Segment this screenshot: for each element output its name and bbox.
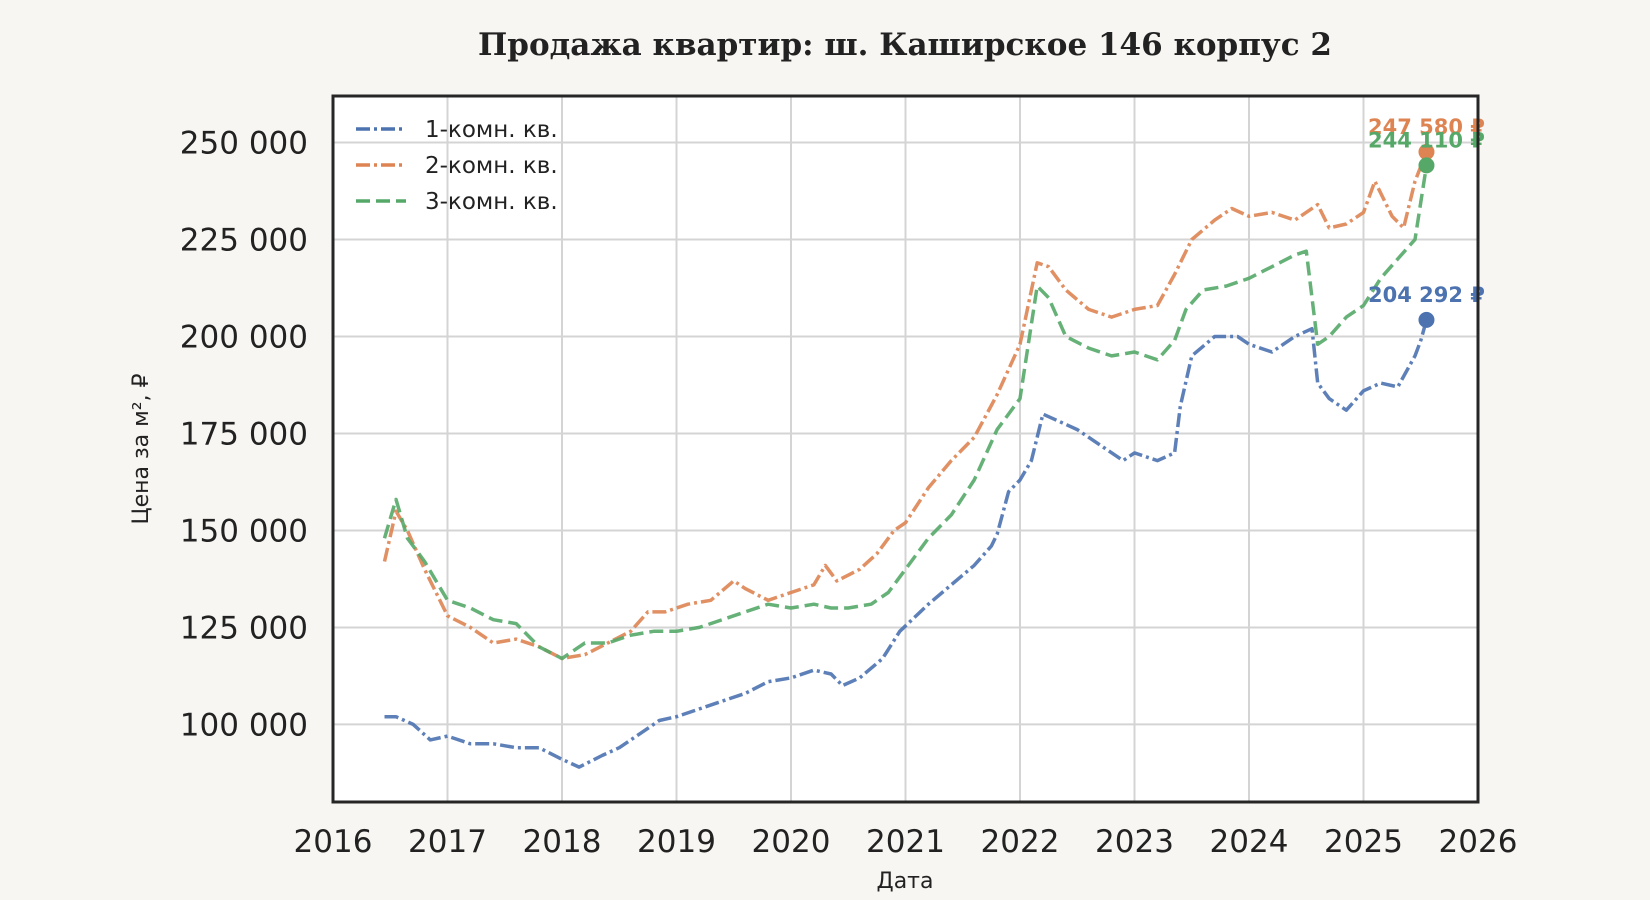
y-axis-label: Цена за м², ₽	[129, 373, 154, 524]
y-tick-label: 100 000	[180, 707, 308, 743]
legend-label: 1-комн. кв.	[425, 117, 558, 143]
x-tick-label: 2026	[1439, 824, 1518, 860]
series-line-2	[382, 151, 1429, 661]
y-tick-label: 150 000	[180, 513, 308, 549]
x-tick-label: 2022	[981, 824, 1060, 860]
legend-label: 3-комн. кв.	[425, 189, 558, 215]
y-tick-labels: 100 000 125 000 150 000 175 000 200 000 225 0…	[180, 126, 308, 744]
end-point-marker	[1418, 311, 1435, 328]
legend-label: 2-комн. кв.	[425, 153, 558, 179]
x-tick-label: 2025	[1324, 824, 1403, 860]
y-tick-label: 125 000	[180, 610, 308, 646]
x-tick-label: 2021	[866, 824, 945, 860]
end-value-label: 204 292 ₽	[1368, 283, 1485, 307]
plot-frame	[331, 94, 1480, 804]
x-tick-label: 2016	[294, 824, 373, 860]
series-lines	[382, 151, 1429, 769]
end-value-label: 244 110 ₽	[1368, 128, 1485, 152]
legend: 1-комн. кв. 2-комн. кв. 3-комн. кв.	[356, 117, 558, 215]
x-tick-label: 2024	[1210, 824, 1289, 860]
end-point-marker	[1418, 157, 1435, 174]
end-value-label: 247 580 ₽	[1368, 115, 1485, 139]
x-axis-label: Дата	[877, 869, 934, 894]
x-tick-labels: 2016 2017 2018 2019 2020 2021 2022 2023 2024 2025…	[294, 824, 1518, 860]
end-point-marker	[1418, 143, 1435, 160]
y-tick-label: 225 000	[180, 223, 308, 259]
series-line-1	[384, 319, 1429, 769]
x-tick-label: 2019	[637, 824, 716, 860]
chart-title: Продажа квартир: ш. Каширское 146 корпус…	[478, 27, 1332, 63]
end-markers: 204 292 ₽ 247 580 ₽244 110 ₽	[1368, 115, 1485, 328]
y-tick-label: 175 000	[180, 416, 308, 452]
x-tick-label: 2018	[523, 824, 602, 860]
x-tick-label: 2023	[1095, 824, 1174, 860]
series-line-3	[382, 165, 1429, 661]
x-tick-label: 2020	[752, 824, 831, 860]
x-tick-label: 2017	[408, 824, 487, 860]
y-tick-label: 250 000	[180, 126, 308, 162]
y-tick-label: 200 000	[180, 320, 308, 356]
